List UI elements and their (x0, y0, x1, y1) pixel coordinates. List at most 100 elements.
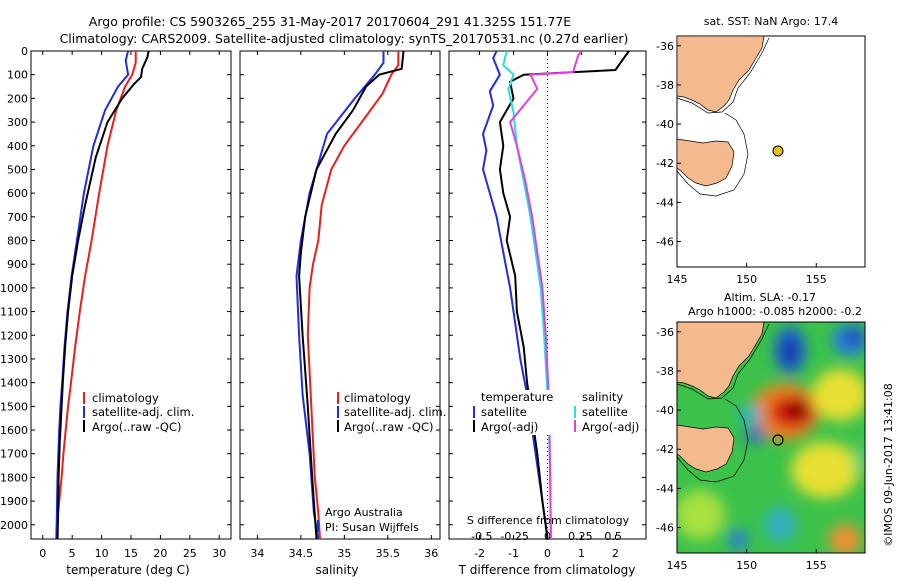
series-line (298, 50, 405, 540)
map-y-tick-label: -46 (656, 522, 674, 535)
x-tick-label: 5 (69, 547, 76, 560)
x-tick-label: 25 (183, 547, 197, 560)
series-line (482, 50, 549, 540)
y-tick-label: 300 (7, 116, 28, 129)
map-y-tick-label: -38 (656, 79, 674, 92)
map-x-tick-label: 155 (806, 559, 827, 572)
x-tick2-label: 0.5 (604, 530, 622, 543)
imos-timestamp: ©IMOS 09-Jun-2017 13:41:08 (882, 383, 895, 547)
header-line1: Argo profile: CS 5903265_255 31-May-2017… (89, 14, 572, 29)
series-line (295, 51, 385, 540)
temperature-panel (30, 50, 232, 540)
map-y-tick-label: -46 (656, 236, 674, 249)
x-tick-label: 0 (39, 547, 46, 560)
map-y-tick-label: -40 (656, 118, 674, 131)
shelf-contour (677, 323, 770, 483)
sst-map (676, 35, 866, 268)
x-tick-label: 36 (424, 547, 438, 560)
legend-climatology: climatology (344, 391, 411, 405)
legend-t-satellite: satellite (481, 405, 527, 419)
argo-location-marker (772, 145, 784, 157)
temperature-legend: climatology satellite-adj. clim. Argo(..… (83, 391, 194, 434)
legend-salinity-heading: salinity (582, 390, 623, 404)
y-tick-label: 0 (21, 45, 28, 58)
x-tick-label: 0 (544, 547, 551, 560)
series-line (509, 50, 583, 540)
map-y-tick-label: -38 (656, 365, 674, 378)
map-x-tick-label: 150 (736, 559, 757, 572)
y-tick-label: 500 (7, 163, 28, 176)
y-tick-label: 100 (7, 69, 28, 82)
difference-axes: -2 -1 0 1 2-0.5 -0.25 0 0.25 0.5 (449, 50, 646, 560)
y-tick-label: 1600 (0, 424, 28, 437)
sla-map-ticks: 145 150 155 -36 -38 -40 -42 -44 -46 (656, 326, 827, 572)
legend-argo: Argo(..raw -QC) (344, 420, 434, 434)
legend-argo: Argo(..raw -QC) (92, 420, 182, 434)
series-line (502, 50, 552, 540)
x-tick-label: 34 (250, 547, 264, 560)
map-x-tick-label: 150 (736, 273, 757, 286)
difference-xlabel: T difference from climatology (458, 563, 636, 577)
y-tick-label: 1100 (0, 306, 28, 319)
map-y-tick-label: -44 (656, 482, 674, 495)
legend-s-satellite: satellite (582, 405, 628, 419)
sst-map-ticks: 145 150 155 -36 -38 -40 -42 -44 -46 (656, 40, 827, 286)
map-y-tick-label: -36 (656, 40, 674, 53)
x-tick-label: 35.5 (376, 547, 401, 560)
map-y-tick-label: -42 (656, 443, 674, 456)
y-tick-label: 1200 (0, 329, 28, 342)
y-tick-label: 1500 (0, 400, 28, 413)
tasmania-land (676, 138, 735, 187)
legend-satellite: satellite-adj. clim. (344, 405, 446, 419)
argo-australia-label: Argo Australia (325, 506, 403, 519)
header-line2: Climatology: CARS2009. Satellite-adjuste… (60, 31, 629, 46)
salinity-xlabel: salinity (315, 563, 358, 577)
y-tick-label: 200 (7, 92, 28, 105)
x-tick-label: 30 (212, 547, 226, 560)
map-y-tick-label: -42 (656, 157, 674, 170)
legend-satellite: satellite-adj. clim. (92, 405, 194, 419)
x-tick-label: 1 (578, 547, 585, 560)
sla-map (676, 321, 866, 554)
sst-map-title: sat. SST: NaN Argo: 17.4 (704, 15, 838, 28)
y-tick-label: 900 (7, 258, 28, 271)
map-x-tick-label: 145 (667, 559, 688, 572)
y-tick-label: 2000 (0, 519, 28, 532)
y-tick-label: 1400 (0, 377, 28, 390)
legend-climatology: climatology (92, 391, 159, 405)
salinity-legend: climatology satellite-adj. clim. Argo(..… (337, 391, 446, 434)
temperature-xlabel: temperature (deg C) (66, 563, 189, 577)
pi-label: PI: Susan Wijffels (325, 521, 419, 534)
argo-location-marker (772, 434, 784, 446)
y-tick-label: 400 (7, 140, 28, 153)
y-tick-label: 1800 (0, 471, 28, 484)
x-tick-label: 2 (612, 547, 619, 560)
map-y-tick-label: -40 (656, 404, 674, 417)
y-tick-label: 700 (7, 211, 28, 224)
salinity-axes: 34 34.5 35 35.5 36 (240, 50, 440, 560)
x-tick2-label: 0.25 (568, 530, 593, 543)
shelf-contour (676, 37, 770, 197)
map-y-tick-label: -36 (656, 326, 674, 339)
series-line (498, 50, 630, 540)
x-tick-label: 15 (124, 547, 138, 560)
x-tick2-label: -0.5 (471, 530, 492, 543)
mainland-land (677, 322, 765, 399)
y-tick-label: 1300 (0, 353, 28, 366)
x-tick-label: 10 (95, 547, 109, 560)
mainland-land (676, 35, 765, 113)
y-tick-label: 1900 (0, 495, 28, 508)
y-tick-label: 1000 (0, 282, 28, 295)
x-tick-label: 20 (153, 547, 167, 560)
x-tick-label: 35 (337, 547, 351, 560)
series-line (55, 51, 137, 540)
x-tick-label: -1 (508, 547, 519, 560)
series-line (306, 51, 400, 540)
y-tick-label: 800 (7, 235, 28, 248)
legend-t-argo: Argo(-adj) (481, 420, 538, 434)
legend-temperature-heading: temperature (481, 390, 553, 404)
x-tick-label: -2 (474, 547, 485, 560)
sla-map-title2: Argo h1000: -0.085 h2000: -0.2 (688, 305, 862, 318)
x-tick2-label: -0.25 (500, 530, 528, 543)
